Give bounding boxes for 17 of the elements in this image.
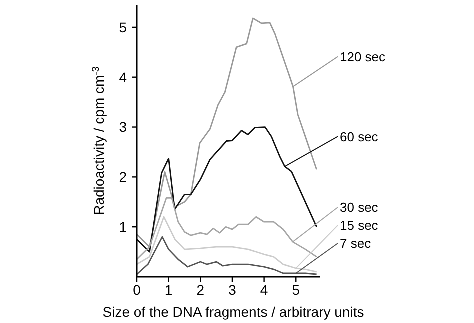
x-tick-label: 4 bbox=[260, 282, 268, 298]
x-tick-label: 0 bbox=[133, 282, 142, 298]
text: 60 sec bbox=[340, 129, 379, 144]
text: 120 sec bbox=[340, 49, 386, 64]
y-tick-label: 1 bbox=[119, 218, 128, 235]
y-tick-label: 5 bbox=[119, 19, 128, 36]
x-axis-title: Size of the DNA fragments / arbitrary units bbox=[102, 304, 364, 320]
x-tick-label: 1 bbox=[164, 282, 173, 298]
y-tick-label: 3 bbox=[119, 119, 128, 136]
x-tick-label: 3 bbox=[228, 282, 237, 298]
x-tick-label: 5 bbox=[292, 282, 300, 298]
text: 30 sec bbox=[340, 200, 379, 216]
text: 7 sec bbox=[340, 236, 372, 252]
y-tick-label: 4 bbox=[119, 69, 128, 86]
text: 15 sec bbox=[340, 218, 379, 234]
x-tick-label: 2 bbox=[196, 282, 205, 298]
y-tick-label: 2 bbox=[119, 169, 128, 186]
